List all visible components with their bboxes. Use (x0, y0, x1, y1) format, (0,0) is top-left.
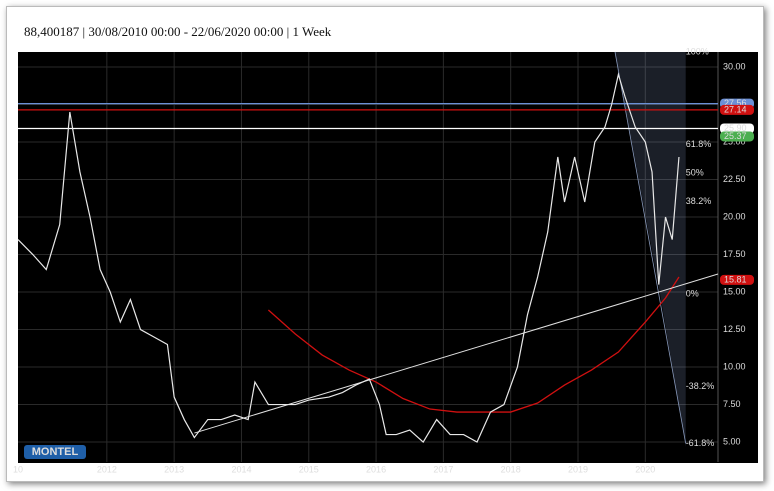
y-tick-label: 22.50 (723, 174, 746, 184)
y-tick-label: 10.00 (723, 361, 746, 371)
y-tick-label: 15.00 (723, 286, 746, 296)
y-tick-label: 30.00 (723, 61, 746, 71)
y-tick-label: 7.50 (723, 399, 741, 409)
level-label: 25.37 (724, 131, 747, 141)
level-tag (720, 131, 754, 142)
fib-label: -38.2% (686, 381, 715, 391)
fib-label: 50% (686, 167, 704, 177)
y-tick-label: 5.00 (723, 436, 741, 446)
x-tick-label: 2020 (635, 464, 655, 474)
x-tick-label: 2014 (231, 464, 251, 474)
x-tick-label: 2018 (501, 464, 521, 474)
header: 88,400187 | 30/08/2010 00:00 - 22/06/202… (24, 24, 332, 39)
level-tag (720, 274, 754, 285)
fib-fan (614, 51, 687, 444)
y-tick-label: 20.00 (723, 211, 746, 221)
level-label: 15.81 (724, 274, 747, 284)
trend-line (194, 273, 719, 434)
fib-label: -61.8% (686, 438, 715, 448)
x-tick-label: 2015 (299, 464, 319, 474)
price-line (17, 72, 680, 443)
moving-average (267, 276, 680, 413)
logo-box (24, 445, 86, 459)
x-tick-label: 2012 (97, 464, 117, 474)
x-tick-label: 2019 (568, 464, 588, 474)
level-label: 25.90 (724, 123, 747, 133)
y-tick-label: 17.50 (723, 249, 746, 259)
fib-zone (615, 52, 686, 447)
fib-label: 0% (686, 288, 699, 298)
x-tick-label: 2013 (164, 464, 184, 474)
level-tag (720, 104, 754, 115)
logo: MONTEL (32, 446, 79, 458)
x-edge-label: 10 (13, 464, 23, 474)
fib-label: 61.8% (686, 139, 712, 149)
fib-label: 100% (686, 46, 709, 56)
x-tick-label: 2016 (366, 464, 386, 474)
chart-background (18, 52, 758, 463)
fib-label: 38.2% (686, 196, 712, 206)
level-tag (720, 123, 754, 134)
y-tick-label: 12.50 (723, 324, 746, 334)
level-label: 27.56 (724, 98, 747, 108)
x-tick-label: 2017 (433, 464, 453, 474)
level-label: 27.14 (724, 104, 747, 114)
